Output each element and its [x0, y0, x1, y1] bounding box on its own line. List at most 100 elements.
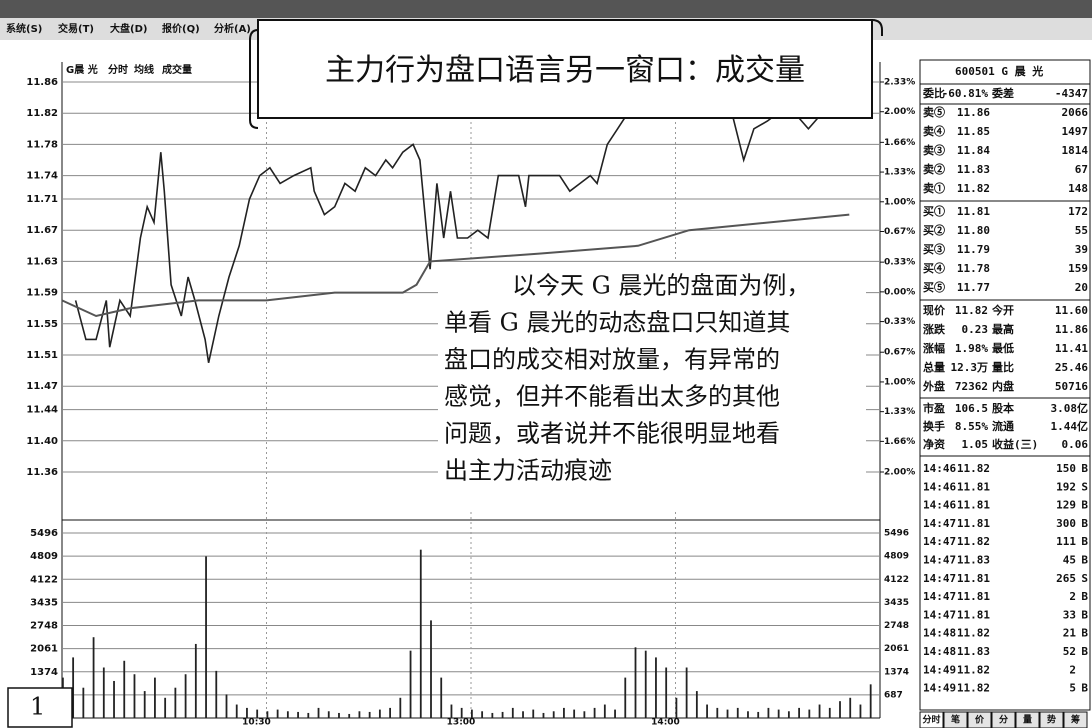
tick-price: 11.83 [957, 554, 990, 567]
menu-item: 报价(Q) [162, 22, 200, 35]
menu-item: 系统(S) [6, 22, 42, 35]
book-volume: 159 [1068, 262, 1088, 275]
y-tick-label: 11.59 [26, 288, 58, 299]
tick-volume: 5 [1069, 682, 1076, 695]
volume-bar [460, 707, 463, 718]
tick-time: 14:49 [923, 663, 956, 676]
tick-volume: 2 [1069, 590, 1076, 603]
tick-price: 11.81 [957, 590, 990, 603]
note-line: 问题，或者说并不能很明显地看 [444, 420, 780, 448]
tick-volume: 129 [1056, 499, 1076, 512]
y2-tick-label: 0.67% [884, 227, 915, 237]
y2-tick-label: 2.00% [884, 107, 915, 117]
volume-bar [450, 704, 453, 718]
tick-price: 11.82 [957, 462, 990, 475]
book-label: 买① [923, 204, 945, 218]
quote-value: 72362 [955, 380, 988, 393]
volume-bar [859, 704, 862, 718]
quote-label: 流通 [992, 419, 1014, 433]
quote-value: 11.60 [1055, 304, 1088, 317]
quote-label: 涨跌 [923, 322, 946, 336]
scroll-curl [871, 19, 883, 36]
tab-label[interactable]: 分时 [922, 714, 940, 726]
book-label: 卖① [923, 181, 945, 195]
quote-label: 今开 [991, 303, 1014, 317]
volume-bar [818, 704, 821, 718]
y-tick-label: 11.78 [26, 139, 58, 150]
tab[interactable] [967, 711, 992, 728]
tab[interactable] [943, 711, 968, 728]
tick-price: 11.81 [957, 480, 990, 493]
volume-bar [246, 707, 248, 718]
quote-panel: 600501 G 晨 光委比-60.81% 委差 -4347 卖⑤ 11.86 2066 卖… [919, 59, 1091, 728]
volume-bar [593, 707, 596, 718]
tick-time: 14:46 [923, 462, 956, 475]
book-volume: 172 [1068, 205, 1088, 218]
price-line [61, 213, 850, 318]
tab[interactable] [919, 711, 944, 728]
tab[interactable] [1039, 711, 1064, 728]
x-tick-label: 10:30 [242, 718, 271, 728]
volume-bar [644, 650, 647, 718]
y2-tick-label: 2.00% [884, 468, 915, 478]
note-line: 单看 G 晨光的动态盘口只知道其 [444, 309, 790, 337]
volume-bar [777, 709, 780, 718]
tick-time: 14:47 [923, 590, 956, 603]
tick-volume: 33 [1063, 608, 1076, 621]
tick-side: B [1081, 517, 1088, 530]
book-price: 11.86 [957, 106, 990, 119]
y-tick-label: 11.67 [26, 225, 58, 236]
x-tick-label: 13:00 [447, 718, 476, 728]
book-price: 11.81 [957, 205, 990, 218]
y2-tick-label: 1.33% [884, 407, 915, 417]
volume-bar [798, 707, 800, 718]
book-label: 卖④ [923, 124, 945, 138]
volume-bar [194, 643, 197, 718]
volume-bar [563, 707, 565, 718]
tick-volume: 192 [1056, 480, 1076, 493]
book-volume: 39 [1075, 243, 1088, 256]
note-line: 以今天 G 晨光的盘面为例， [512, 272, 810, 300]
volume-bar [603, 704, 606, 718]
volume-bar [113, 680, 115, 718]
volume-bar [174, 687, 177, 718]
tick-side: B [1081, 608, 1088, 621]
volume-bar [726, 709, 729, 718]
volume-bar [808, 709, 811, 718]
tab-label[interactable]: 分 [999, 714, 1008, 726]
quote-label: 现价 [923, 304, 946, 317]
tab[interactable] [1063, 711, 1088, 728]
figure-number: 1 [30, 693, 45, 721]
tab-label[interactable]: 势 [1047, 714, 1056, 726]
tick-volume: 150 [1056, 462, 1076, 475]
volume-bar [716, 707, 719, 718]
tab-label[interactable]: 价 [975, 715, 985, 726]
quote-label: 内盘 [992, 379, 1014, 393]
tab-label[interactable]: 笔 [951, 714, 960, 726]
y2-tick-label: 0.33% [884, 317, 915, 327]
tab[interactable] [1015, 711, 1040, 728]
y2-tick-label: 1.00% [884, 377, 915, 387]
y2-tick-label: 0.33% [884, 258, 915, 268]
menu-item: 交易(T) [58, 22, 94, 35]
y2-tick-label: 4809 [884, 552, 909, 562]
volume-bar [358, 711, 361, 718]
volume-bar [72, 657, 75, 718]
volume-bar [491, 712, 494, 718]
note-line: 出主力活动痕迹 [444, 457, 612, 485]
y-tick-label: 11.47 [26, 381, 58, 392]
x-tick-label: 14:00 [651, 718, 680, 728]
book-volume: 148 [1068, 182, 1088, 195]
tick-price: 11.82 [957, 535, 990, 548]
tab[interactable] [991, 711, 1016, 728]
tab-label[interactable]: 筹 [1071, 714, 1080, 726]
volume-bar [235, 704, 238, 718]
tab-label[interactable]: 量 [1023, 714, 1032, 726]
tick-time: 14:47 [923, 608, 956, 621]
book-price: 11.85 [957, 125, 990, 138]
quote-value: 3.08亿 [1051, 401, 1089, 415]
volume-bar [327, 711, 330, 718]
quote-label: 量比 [992, 360, 1014, 374]
y2-tick-label: 2.33% [884, 78, 915, 88]
